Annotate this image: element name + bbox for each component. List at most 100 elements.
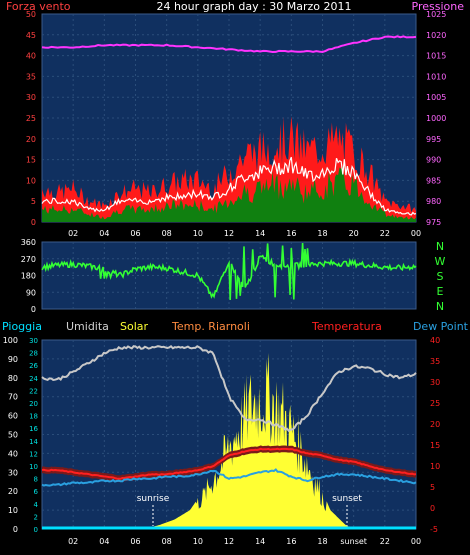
wind-x-tick-label: 10 [193,229,203,238]
pressure-y-tick-label: 1015 [426,52,446,61]
pressure-y-tick-label: 1025 [426,10,446,19]
compass-n-top: N [436,240,444,253]
wind-y-tick-label: 30 [26,93,36,102]
pressure-y-tick-label: 980 [426,197,441,206]
wind-x-tick-label: 04 [99,229,109,238]
temperature-range-band [42,445,416,483]
direction-y-tick-label: 270 [21,255,36,264]
temperature-y-tick-label: 0 [430,504,435,513]
temperature-y-tick-label: -5 [430,525,438,534]
rain-y-tick-label: 8 [34,476,38,484]
temperature-y-tick-label: 10 [430,462,440,471]
weather-x-tick-label: 06 [130,537,140,546]
rain-y-tick-label: 10 [29,463,38,471]
humidity-y-tick-label: 100 [3,336,18,345]
temperature-line [41,447,417,480]
weather-x-tick-label: sunset [340,537,367,546]
weather-x-tick-label: 08 [162,537,172,546]
humidity-y-tick-label: 60 [8,412,18,421]
temperature-y-tick-label: 30 [430,378,440,387]
wind-x-tick-label: 18 [317,229,327,238]
wind-y-tick-label: 5 [31,197,36,206]
legend-humidity: Umidita [66,320,109,333]
temperature-y-tick-label: 35 [430,357,440,366]
rain-y-tick-label: 6 [34,488,39,496]
pressure-y-tick-label: 990 [426,156,441,165]
rain-y-tick-label: 18 [29,413,38,421]
rain-y-tick-label: 26 [29,362,38,370]
humidity-y-tick-label: 50 [8,431,18,440]
rain-y-tick-label: 24 [29,375,38,383]
weather-x-tick-label: 04 [99,537,109,546]
temperature-y-tick-label: 15 [430,441,440,450]
rain-y-tick-label: 22 [29,387,38,395]
humidity-y-tick-label: 80 [8,374,18,383]
legend-rain: Pioggia [2,320,42,333]
weather-x-tick-label: 14 [255,537,265,546]
rain-y-tick-label: 2 [34,513,38,521]
wind-y-tick-label: 50 [26,10,36,19]
pressure-y-tick-label: 1000 [426,114,446,123]
rain-y-tick-label: 4 [34,501,39,509]
temperature-y-tick-label: 25 [430,399,440,408]
wind-y-tick-label: 35 [26,72,36,81]
pressure-y-tick-label: 1010 [426,72,446,81]
wind-y-tick-label: 25 [26,114,36,123]
pressure-y-tick-label: 985 [426,176,441,185]
direction-y-tick-label: 180 [21,272,36,281]
direction-series [41,243,417,301]
weather-x-tick-label: 16 [286,537,296,546]
wind-gust-area [42,116,416,222]
humidity-y-tick-label: 20 [8,487,18,496]
legend-dew-point: Dew Point [413,320,469,333]
wind-y-tick-label: 0 [31,218,36,227]
temperature-y-tick-label: 5 [430,483,435,492]
rain-y-tick-label: 30 [29,337,38,345]
humidity-y-tick-label: 40 [8,449,18,458]
legend-temp-sensor: Temp. Riarnoli [171,320,250,333]
wind-x-tick-label: 20 [349,229,359,238]
weather-x-tick-label: 18 [317,537,327,546]
temperature-y-tick-label: 40 [430,336,440,345]
weather-x-tick-label: 00 [411,537,421,546]
wind-series [41,35,417,222]
pressure-y-tick-label: 995 [426,135,441,144]
rain-y-tick-label: 28 [29,350,38,358]
wind-x-tick-label: 06 [130,229,140,238]
wind-x-tick-label: 00 [411,229,421,238]
pressure-y-tick-label: 975 [426,218,441,227]
legend-temperature: Temperatura [311,320,382,333]
wind-x-tick-label: 16 [286,229,296,238]
weather-x-tick-label: 12 [224,537,234,546]
rain-y-tick-label: 16 [29,425,38,433]
weather-series [41,345,417,530]
direction-y-tick-label: 0 [31,305,36,314]
rain-y-tick-label: 0 [34,526,38,534]
humidity-y-tick-label: 10 [8,506,18,515]
wind-axis-label: Forza vento [6,0,71,13]
weather-x-tick-label: 02 [68,537,78,546]
compass-w: W [435,255,446,268]
temperature-y-tick-label: 20 [430,420,440,429]
humidity-y-tick-label: 30 [8,468,18,477]
wind-average-area [42,166,416,222]
compass-n-bottom: N [436,300,444,313]
humidity-line [41,345,417,433]
wind-y-tick-label: 45 [26,31,36,40]
pressure-axis-label: Pressione [412,0,465,13]
pressure-y-tick-label: 1020 [426,31,446,40]
wind-y-tick-label: 10 [26,176,36,185]
sunrise-label: sunrise [137,494,170,504]
weather-x-tick-label: 22 [380,537,390,546]
humidity-y-tick-label: 70 [8,393,18,402]
wind-x-tick-label: 08 [162,229,172,238]
compass-e: E [437,285,444,298]
dew-point-line [41,468,417,487]
legend-solar: Solar [120,320,149,333]
chart-title: 24 hour graph day : 30 Marzo 2011 [156,0,351,13]
direction-y-tick-label: 360 [21,238,36,247]
solar-radiation-area [42,352,416,529]
wind-direction-line [41,243,417,301]
direction-y-tick-label: 90 [26,288,36,297]
